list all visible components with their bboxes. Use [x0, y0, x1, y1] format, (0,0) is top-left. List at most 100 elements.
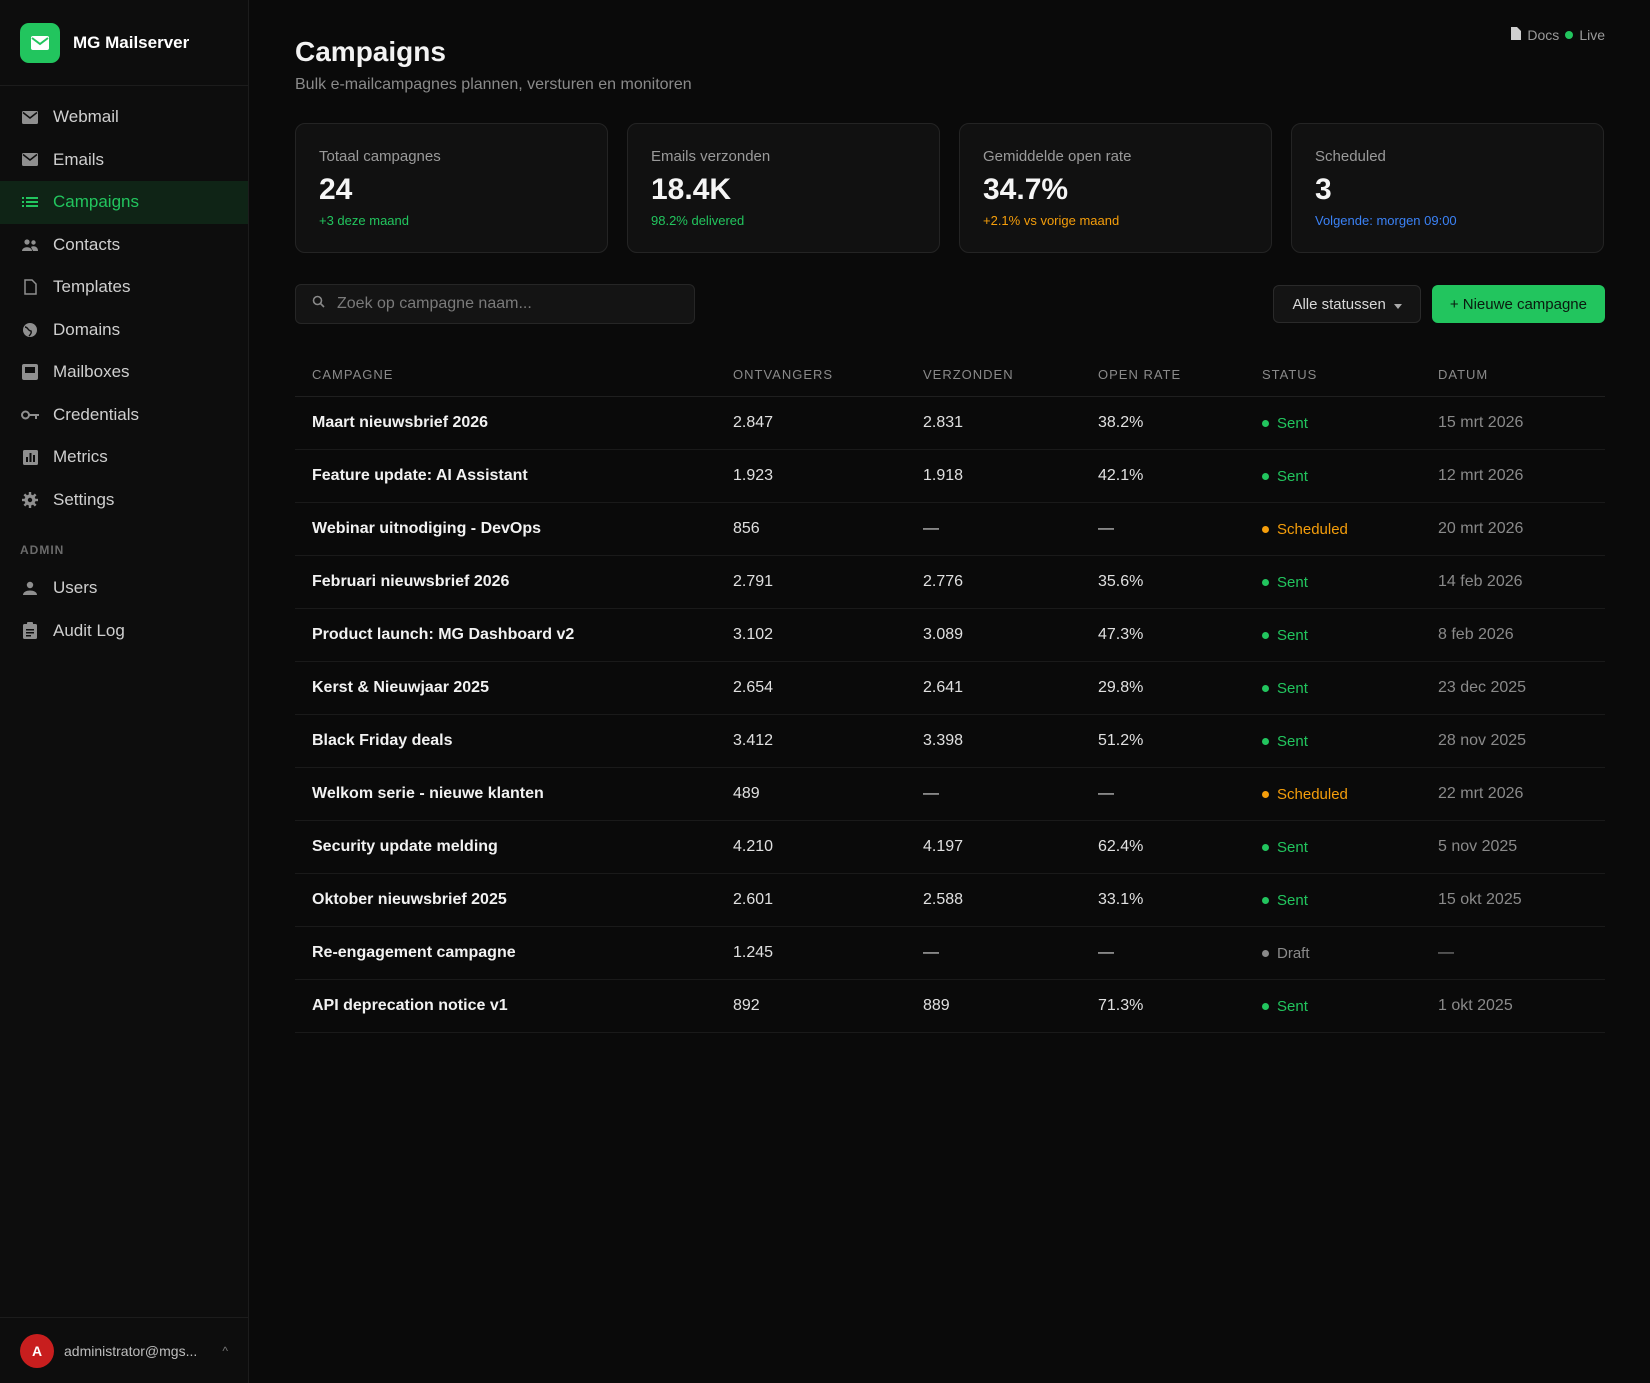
status-cell: Sent: [1245, 396, 1421, 450]
status-dot-icon: [1262, 631, 1269, 639]
campaign-name[interactable]: Re-engagement campagne: [295, 926, 716, 980]
campaign-date: 15 mrt 2026: [1421, 396, 1605, 450]
brand[interactable]: MG Mailserver: [0, 0, 248, 86]
campaign-date: —: [1421, 926, 1605, 980]
sidebar-item-label: Mailboxes: [53, 362, 130, 382]
campaign-name[interactable]: Feature update: AI Assistant: [295, 449, 716, 503]
table-row[interactable]: Product launch: MG Dashboard v2 3.102 3.08…: [295, 608, 1605, 662]
docs-link[interactable]: Docs: [1527, 27, 1560, 43]
status-label: Sent: [1277, 573, 1308, 591]
campaign-date: 15 okt 2025: [1421, 873, 1605, 927]
open-rate: 35.6%: [1081, 555, 1245, 609]
campaign-name[interactable]: API deprecation notice v1: [295, 979, 716, 1033]
docs-icon: [1510, 27, 1522, 43]
open-rate: —: [1081, 767, 1245, 821]
status-label: Sent: [1277, 467, 1308, 485]
user-icon: [21, 579, 39, 597]
new-campaign-button[interactable]: + Nieuwe campagne: [1431, 285, 1605, 323]
status-cell: Draft: [1245, 926, 1421, 980]
stat-card-sent: Emails verzonden 18.4K 98.2% delivered: [627, 123, 940, 253]
table-row[interactable]: Security update melding 4.210 4.197 62.4% Se…: [295, 820, 1605, 874]
sidebar-item-templates[interactable]: Templates: [0, 266, 248, 309]
campaign-name[interactable]: Kerst & Nieuwjaar 2025: [295, 661, 716, 715]
open-rate: 47.3%: [1081, 608, 1245, 662]
key-icon: [21, 406, 39, 424]
sidebar-item-label: Contacts: [53, 234, 121, 254]
clipboard-icon: [21, 622, 39, 640]
campaign-name[interactable]: Februari nieuwsbrief 2026: [295, 555, 716, 609]
campaign-date: 23 dec 2025: [1421, 661, 1605, 715]
column-header-campaign[interactable]: CAMPAGNE: [295, 354, 716, 397]
sidebar-item-webmail[interactable]: Webmail: [0, 96, 248, 139]
user-menu[interactable]: A administrator@mgs... ^: [0, 1317, 248, 1383]
sent-count: 2.831: [906, 396, 1081, 450]
search-input[interactable]: [337, 295, 677, 313]
sidebar-item-metrics[interactable]: Metrics: [0, 436, 248, 479]
open-rate: 33.1%: [1081, 873, 1245, 927]
status-dot-icon: [1262, 578, 1269, 586]
campaign-name[interactable]: Welkom serie - nieuwe klanten: [295, 767, 716, 821]
table-row[interactable]: Black Friday deals 3.412 3.398 51.2% Sent 28 …: [295, 714, 1605, 768]
sidebar-item-domains[interactable]: Domains: [0, 309, 248, 352]
status-badge: Sent: [1262, 680, 1308, 697]
campaign-name[interactable]: Product launch: MG Dashboard v2: [295, 608, 716, 662]
column-header-recipients[interactable]: ONTVANGERS: [716, 354, 906, 397]
sidebar-item-emails[interactable]: Emails: [0, 139, 248, 182]
column-header-sent[interactable]: VERZONDEN: [906, 354, 1081, 397]
brand-title: MG Mailserver: [73, 32, 190, 52]
chevron-up-icon[interactable]: ^: [222, 1343, 228, 1358]
sidebar-item-users[interactable]: Users: [0, 567, 248, 610]
status-badge: Sent: [1262, 839, 1308, 856]
table-row[interactable]: Oktober nieuwsbrief 2025 2.601 2.588 33.1% S…: [295, 873, 1605, 927]
campaign-name[interactable]: Security update melding: [295, 820, 716, 874]
campaign-date: 20 mrt 2026: [1421, 502, 1605, 556]
globe-icon: [21, 321, 39, 339]
sidebar-item-mailboxes[interactable]: Mailboxes: [0, 351, 248, 394]
stat-card-total: Totaal campagnes 24 +3 deze maand: [295, 123, 608, 253]
open-rate: 51.2%: [1081, 714, 1245, 768]
status-badge: Sent: [1262, 998, 1308, 1015]
campaign-name[interactable]: Webinar uitnodiging - DevOps: [295, 502, 716, 556]
table-row[interactable]: Maart nieuwsbrief 2026 2.847 2.831 38.2% Sen…: [295, 396, 1605, 450]
table-row[interactable]: Webinar uitnodiging - DevOps 856— — Schedul…: [295, 502, 1605, 556]
sidebar-item-label: Metrics: [53, 447, 108, 467]
table-row[interactable]: Feature update: AI Assistant 1.923 1.918 42…: [295, 449, 1605, 503]
sent-count: 2.641: [906, 661, 1081, 715]
search-box[interactable]: [295, 284, 695, 324]
sidebar-item-contacts[interactable]: Contacts: [0, 224, 248, 267]
table-row[interactable]: API deprecation notice v1 892 889 71.3% Sent…: [295, 979, 1605, 1033]
table-row[interactable]: Re-engagement campagne 1.245— — Draft —: [295, 926, 1605, 980]
sidebar-item-label: Audit Log: [53, 620, 125, 640]
column-header-date[interactable]: DATUM: [1421, 354, 1605, 397]
mail-logo-icon: [20, 22, 60, 63]
user-email: administrator@mgs...: [64, 1342, 198, 1359]
stat-label: Totaal campagnes: [319, 148, 441, 165]
status-cell: Sent: [1245, 979, 1421, 1033]
status-filter-select[interactable]: Alle statussen: [1273, 285, 1421, 323]
status-cell: Sent: [1245, 555, 1421, 609]
table-row[interactable]: Welkom serie - nieuwe klanten 489— — Schedu…: [295, 767, 1605, 821]
column-header-status[interactable]: STATUS: [1245, 354, 1421, 397]
sidebar-item-credentials[interactable]: Credentials: [0, 394, 248, 437]
recipients-count: 1.245: [716, 926, 906, 980]
campaign-name[interactable]: Black Friday deals: [295, 714, 716, 768]
sidebar-item-label: Domains: [53, 319, 121, 339]
list-icon: [21, 193, 39, 211]
sent-count: 2.776: [906, 555, 1081, 609]
campaign-name[interactable]: Maart nieuwsbrief 2026: [295, 396, 716, 450]
column-header-open-rate[interactable]: OPEN RATE: [1081, 354, 1245, 397]
status-label: Sent: [1277, 997, 1308, 1015]
status-cell: Scheduled: [1245, 767, 1421, 821]
bar-chart-icon: [21, 448, 39, 466]
status-cell: Scheduled: [1245, 502, 1421, 556]
sidebar-item-audit-log[interactable]: Audit Log: [0, 610, 248, 653]
sidebar-item-settings[interactable]: Settings: [0, 479, 248, 522]
table-row[interactable]: Kerst & Nieuwjaar 2025 2.654 2.641 29.8% Sen…: [295, 661, 1605, 715]
mail-icon: [21, 151, 39, 169]
campaign-name[interactable]: Oktober nieuwsbrief 2025: [295, 873, 716, 927]
open-rate: —: [1081, 502, 1245, 556]
status-cell: Sent: [1245, 820, 1421, 874]
sidebar-item-campaigns[interactable]: Campaigns: [0, 181, 248, 224]
table-row[interactable]: Februari nieuwsbrief 2026 2.791 2.776 35.6%…: [295, 555, 1605, 609]
status-dot-icon: [1262, 472, 1269, 480]
